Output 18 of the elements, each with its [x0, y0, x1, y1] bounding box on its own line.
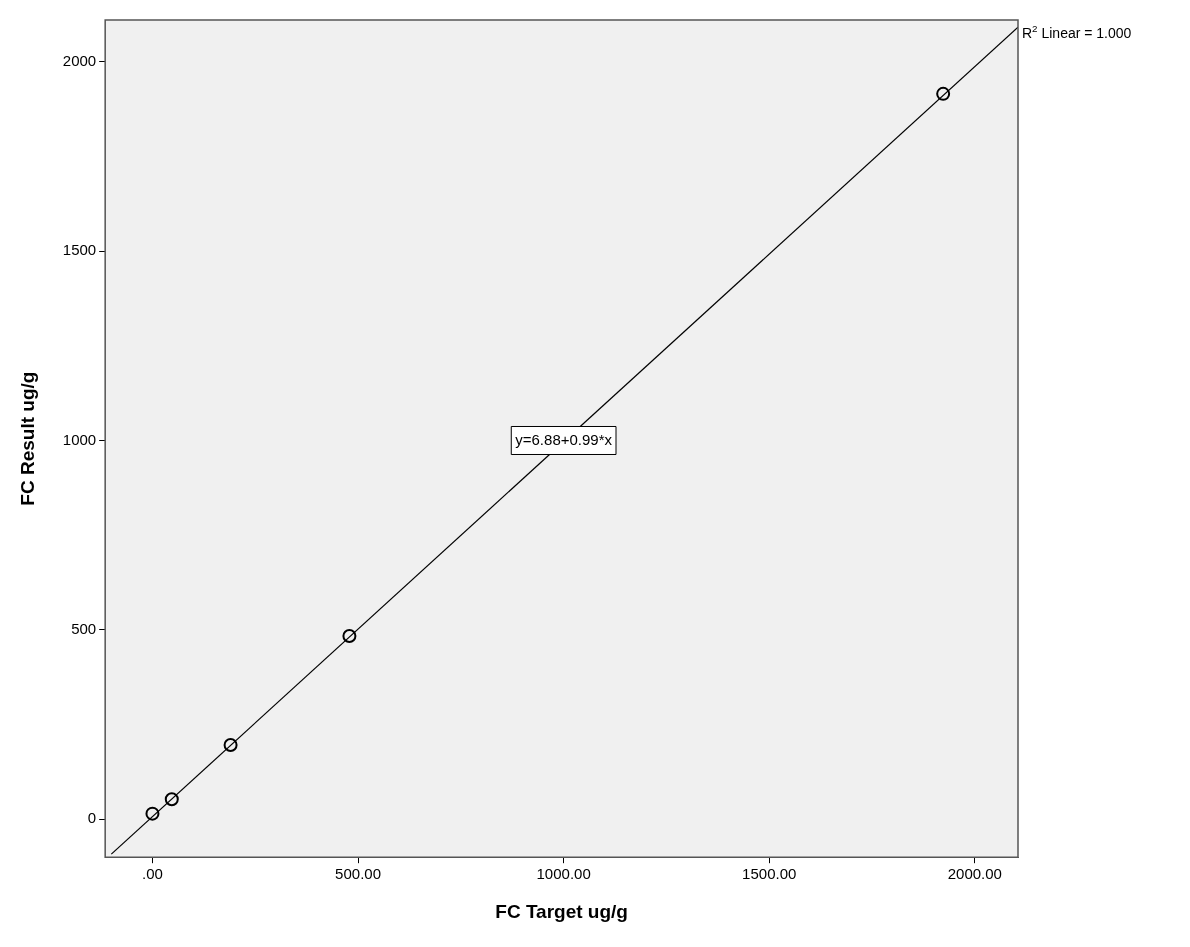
- point: [145, 806, 160, 821]
- y-tick-label: 2000: [62, 51, 97, 69]
- y-tick-label: 1000: [62, 430, 97, 448]
- x-axis-title: FC Target ug/g: [495, 900, 628, 922]
- annotation: y=6.88+0.99*x: [515, 430, 613, 448]
- y-tick-label: 500: [71, 620, 97, 638]
- point: [223, 738, 238, 753]
- point: [936, 86, 951, 101]
- x-tick-label: .00: [142, 865, 163, 883]
- x-tick-label: 1000.00: [536, 865, 591, 883]
- x-tick-label: 1500.00: [742, 865, 797, 883]
- x-tick-label: 500.00: [335, 865, 381, 883]
- y-tick-label: 1500: [62, 241, 97, 259]
- y-tick-label: 0: [87, 809, 97, 827]
- point: [164, 792, 179, 807]
- x-tick-label: 2000.00: [947, 865, 1002, 883]
- y-axis-title: FC Result ug/g: [16, 371, 38, 506]
- point: [342, 628, 357, 643]
